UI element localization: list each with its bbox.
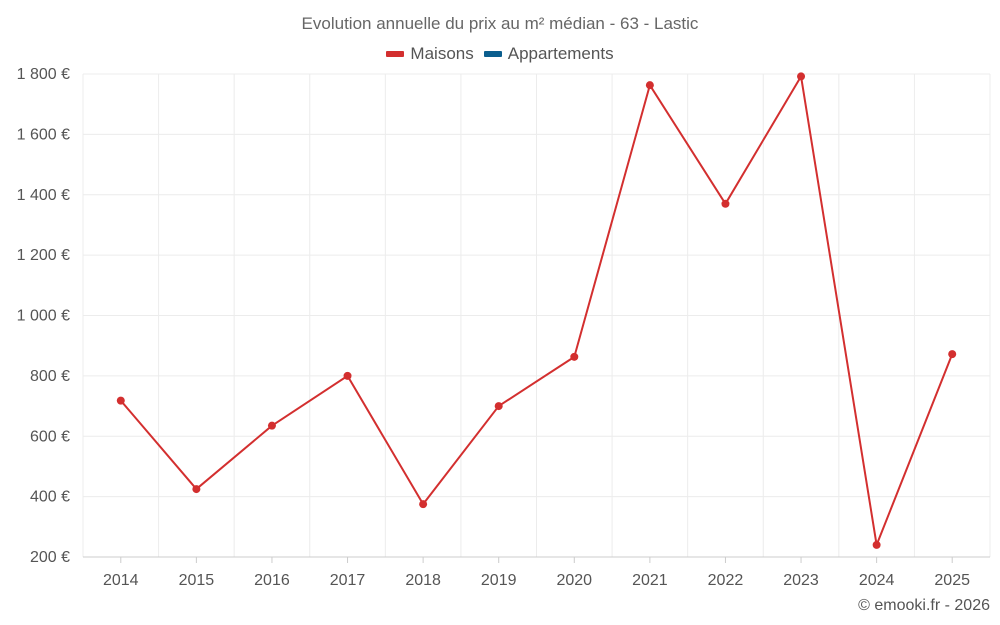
x-tick-label: 2023 — [783, 572, 819, 589]
x-tick-label: 2021 — [632, 572, 668, 589]
legend-item-appartements[interactable]: Appartements — [483, 44, 614, 64]
x-tick-label: 2019 — [481, 572, 517, 589]
x-tick-label: 2020 — [556, 572, 592, 589]
y-tick-label: 200 € — [30, 549, 70, 566]
x-tick-label: 2016 — [254, 572, 290, 589]
x-tick-label: 2017 — [330, 572, 366, 589]
data-point-maisons — [494, 402, 503, 411]
y-tick-label: 1 200 € — [17, 247, 70, 264]
x-tick-label: 2014 — [103, 572, 139, 589]
legend-label-maisons: Maisons — [410, 44, 474, 63]
data-point-maisons — [645, 81, 654, 90]
data-point-maisons — [116, 396, 125, 405]
x-tick-label: 2024 — [859, 572, 895, 589]
data-point-maisons — [570, 352, 579, 361]
x-tick-label: 2018 — [405, 572, 441, 589]
y-tick-label: 1 000 € — [17, 308, 70, 325]
data-point-maisons — [267, 421, 276, 430]
data-point-maisons — [872, 540, 881, 549]
y-tick-label: 800 € — [30, 368, 70, 385]
legend-swatch-maisons — [386, 51, 405, 57]
legend-swatch-appartements — [483, 51, 502, 57]
chart-legend: Maisons Appartements — [0, 44, 1000, 64]
data-point-maisons — [343, 371, 352, 380]
x-tick-label: 2025 — [934, 572, 970, 589]
y-tick-label: 400 € — [30, 489, 70, 506]
chart-title: Evolution annuelle du prix au m² médian … — [301, 14, 699, 33]
y-tick-label: 1 600 € — [17, 126, 70, 143]
data-point-maisons — [797, 72, 806, 81]
legend-item-maisons[interactable]: Maisons — [386, 44, 474, 64]
data-point-maisons — [721, 199, 730, 208]
y-tick-label: 1 800 € — [17, 66, 70, 83]
y-tick-label: 600 € — [30, 428, 70, 445]
data-point-maisons — [948, 350, 957, 359]
data-point-maisons — [419, 500, 428, 509]
legend-label-appartements: Appartements — [507, 44, 614, 63]
data-point-maisons — [192, 485, 201, 494]
y-tick-label: 1 400 € — [17, 187, 70, 204]
x-tick-label: 2022 — [708, 572, 744, 589]
series-line-maisons — [120, 75, 954, 546]
x-tick-label: 2015 — [179, 572, 215, 589]
credit-text: © emooki.fr - 2026 — [858, 597, 990, 614]
